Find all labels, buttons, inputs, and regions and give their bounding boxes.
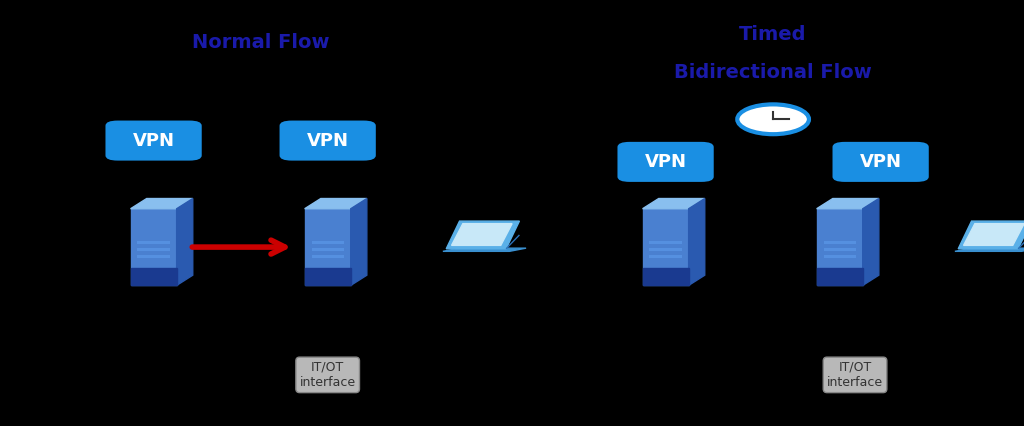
Polygon shape	[177, 199, 193, 285]
Polygon shape	[643, 209, 688, 285]
Text: Timed: Timed	[739, 25, 807, 43]
Text: VPN: VPN	[306, 132, 349, 150]
FancyBboxPatch shape	[833, 142, 929, 182]
Polygon shape	[442, 248, 526, 251]
Circle shape	[737, 104, 809, 134]
Polygon shape	[131, 268, 177, 285]
Bar	[311, 248, 344, 251]
Bar	[649, 248, 682, 251]
Bar	[137, 241, 170, 244]
Bar	[649, 255, 682, 258]
Bar	[823, 241, 856, 244]
Polygon shape	[643, 268, 688, 285]
Polygon shape	[643, 199, 705, 209]
Polygon shape	[862, 199, 879, 285]
Bar	[137, 255, 170, 258]
Bar	[649, 241, 682, 244]
Polygon shape	[305, 268, 350, 285]
FancyBboxPatch shape	[280, 121, 376, 161]
Bar	[823, 255, 856, 258]
Polygon shape	[305, 199, 367, 209]
Text: VPN: VPN	[132, 132, 175, 150]
Polygon shape	[817, 199, 879, 209]
Text: Normal Flow: Normal Flow	[193, 33, 330, 52]
Polygon shape	[446, 221, 519, 249]
Bar	[137, 248, 170, 251]
Bar	[311, 241, 344, 244]
Polygon shape	[954, 248, 1024, 251]
FancyBboxPatch shape	[617, 142, 714, 182]
Bar	[311, 255, 344, 258]
Polygon shape	[452, 224, 512, 245]
Polygon shape	[131, 209, 177, 285]
Bar	[823, 248, 856, 251]
Polygon shape	[817, 268, 862, 285]
Polygon shape	[1018, 235, 1024, 249]
Text: IT/OT
interface: IT/OT interface	[300, 361, 355, 389]
Text: VPN: VPN	[859, 153, 902, 171]
Polygon shape	[506, 235, 519, 249]
Polygon shape	[964, 224, 1024, 245]
Polygon shape	[131, 199, 193, 209]
Polygon shape	[688, 199, 705, 285]
Text: IT/OT
interface: IT/OT interface	[827, 361, 883, 389]
Polygon shape	[305, 209, 350, 285]
Polygon shape	[817, 209, 862, 285]
FancyBboxPatch shape	[105, 121, 202, 161]
Polygon shape	[350, 199, 367, 285]
Text: Bidirectional Flow: Bidirectional Flow	[674, 63, 872, 82]
Polygon shape	[958, 221, 1024, 249]
Text: VPN: VPN	[644, 153, 687, 171]
